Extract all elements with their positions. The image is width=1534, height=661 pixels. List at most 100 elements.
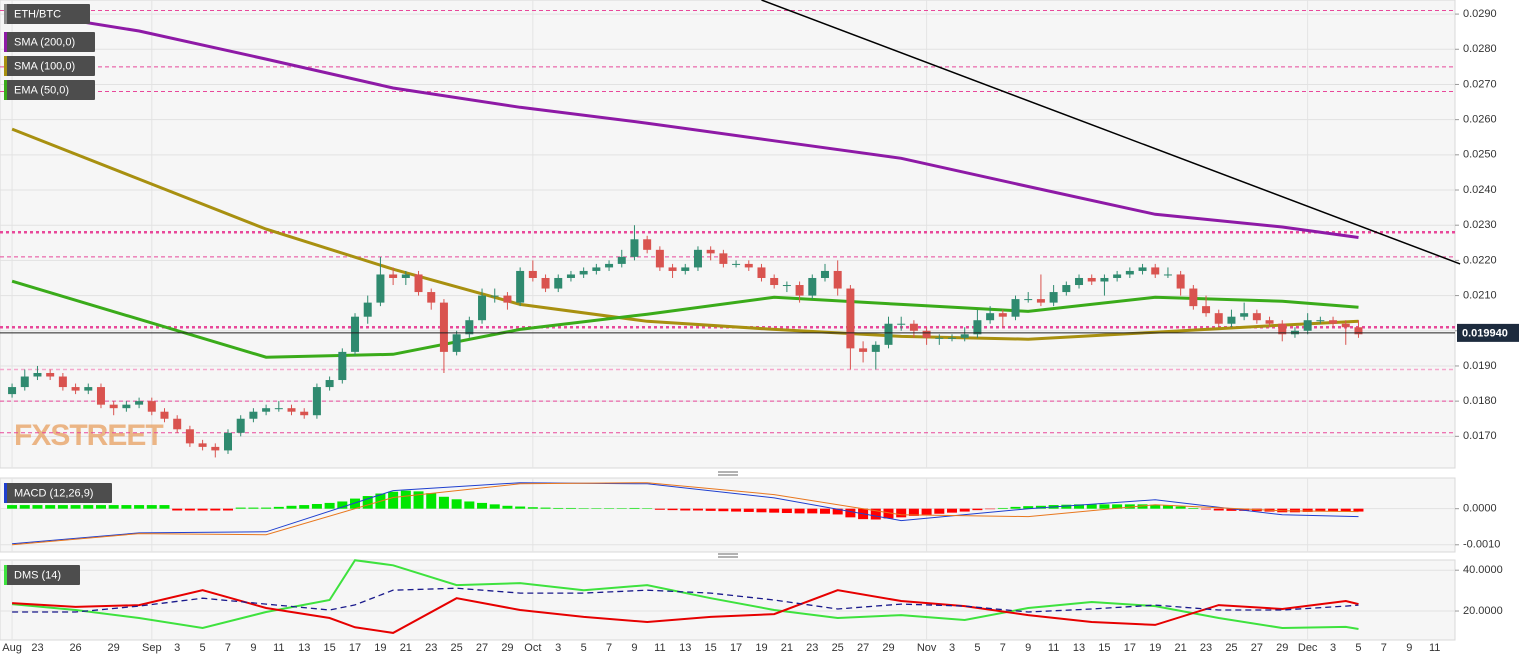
- candle: [986, 306, 995, 324]
- candle-body: [312, 387, 321, 416]
- panel-handle[interactable]: [718, 553, 738, 558]
- histogram-bar: [565, 507, 576, 509]
- candle: [630, 225, 639, 261]
- histogram-bar: [311, 503, 322, 509]
- histogram-bar: [235, 507, 246, 509]
- candle-body: [1087, 277, 1096, 282]
- legend-swatch: [4, 565, 7, 585]
- y-tick-label: 0.0250: [1463, 149, 1497, 161]
- candle-body: [541, 277, 550, 289]
- histogram-bar: [1340, 508, 1351, 512]
- histogram-bar: [159, 505, 170, 509]
- candle: [1024, 292, 1033, 303]
- histogram-bar: [997, 507, 1008, 509]
- y-tick-label: 0.0210: [1463, 289, 1497, 301]
- histogram-bar: [324, 502, 335, 509]
- candle: [198, 439, 207, 451]
- candle: [401, 270, 410, 286]
- x-tick-label: 15: [323, 642, 335, 654]
- x-tick-label: 3: [174, 642, 180, 654]
- x-tick-label: 19: [755, 642, 767, 654]
- x-tick-label: 29: [108, 642, 120, 654]
- y-tick-label: 0.0180: [1463, 395, 1497, 407]
- x-tick-label: 17: [1124, 642, 1136, 654]
- candle-body: [833, 270, 842, 289]
- histogram-bar: [1023, 506, 1034, 509]
- x-tick-label: 11: [1048, 642, 1059, 654]
- x-tick-label: 13: [298, 642, 310, 654]
- candle-body: [503, 295, 512, 303]
- indicator-line: [12, 589, 1359, 634]
- candle: [643, 235, 652, 254]
- histogram-bar: [705, 508, 716, 511]
- histogram-bar: [908, 508, 919, 516]
- histogram-bar: [883, 508, 894, 519]
- indicator-line: [11, 279, 1359, 359]
- histogram-bar: [1213, 508, 1224, 511]
- candle: [732, 260, 741, 268]
- candle-body: [71, 387, 80, 391]
- x-tick-label: 5: [974, 642, 980, 654]
- histogram-bar: [1162, 505, 1173, 509]
- candle: [414, 270, 423, 296]
- histogram-bar: [70, 505, 81, 509]
- histogram-bar: [57, 505, 68, 509]
- legend-label: MACD (12,26,9): [14, 487, 93, 499]
- x-tick-label: 15: [1098, 642, 1110, 654]
- candle: [20, 369, 29, 391]
- candle: [757, 263, 766, 282]
- candle: [46, 369, 55, 381]
- candle: [770, 274, 779, 289]
- candle: [960, 327, 969, 342]
- x-tick-label: 11: [273, 642, 284, 654]
- candle-body: [401, 274, 410, 278]
- panel-handle[interactable]: [718, 471, 738, 476]
- candle: [859, 341, 868, 363]
- candle: [1227, 309, 1236, 328]
- candle: [605, 260, 614, 271]
- candle: [1278, 320, 1287, 342]
- histogram-bar: [134, 505, 145, 509]
- candle: [236, 415, 245, 437]
- candle: [1100, 274, 1109, 296]
- x-tick-label: 15: [705, 642, 717, 654]
- candle-body: [84, 387, 93, 391]
- histogram-bar: [146, 505, 157, 509]
- histogram-bar: [553, 507, 564, 509]
- candle: [1329, 316, 1338, 328]
- candle-body: [274, 408, 283, 410]
- legend-swatch: [4, 80, 7, 100]
- candle: [1163, 267, 1172, 278]
- candle: [71, 383, 80, 395]
- candle-body: [1341, 323, 1350, 328]
- candle: [897, 316, 906, 331]
- candle: [1316, 316, 1325, 324]
- indicator-line: [12, 587, 1359, 613]
- candle-body: [1163, 274, 1172, 276]
- histogram-bar: [845, 508, 856, 518]
- candle: [96, 383, 105, 409]
- candle: [1252, 309, 1261, 324]
- x-tick-label: Oct: [524, 642, 541, 654]
- candle-body: [262, 408, 271, 412]
- histogram-bar: [781, 508, 792, 514]
- candle: [1011, 295, 1020, 321]
- candle: [1087, 274, 1096, 286]
- x-tick-label: 3: [949, 642, 955, 654]
- candle: [681, 263, 690, 275]
- histogram-bar: [934, 508, 945, 514]
- x-tick-label: 7: [606, 642, 612, 654]
- candle-body: [719, 253, 728, 264]
- histogram-bar: [743, 508, 754, 512]
- candle-body: [820, 270, 829, 278]
- x-tick-label: 27: [857, 642, 869, 654]
- candle-body: [1240, 313, 1249, 317]
- x-tick-label: 21: [781, 642, 793, 654]
- y-tick-label: 0.0190: [1463, 360, 1497, 372]
- candle-body: [33, 372, 42, 377]
- legend-box: [4, 565, 80, 585]
- indicator-line: [12, 482, 1359, 546]
- y-tick-label: 0.0240: [1463, 184, 1497, 196]
- histogram-bar: [413, 491, 424, 509]
- candle: [1113, 270, 1122, 282]
